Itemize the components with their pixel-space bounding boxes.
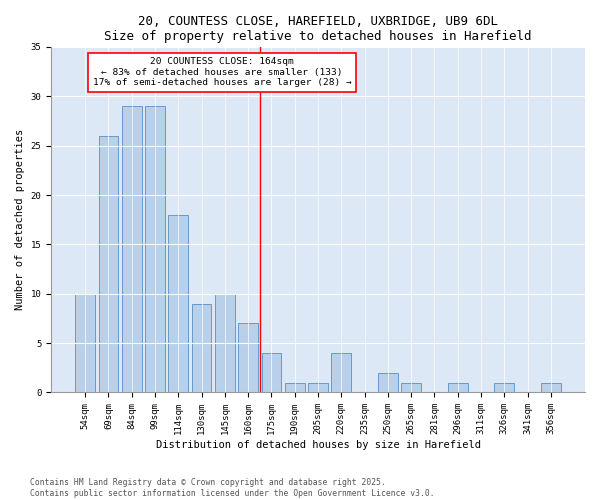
Bar xyxy=(75,294,95,392)
Bar xyxy=(262,353,281,393)
Bar xyxy=(378,372,398,392)
Bar xyxy=(541,382,561,392)
Bar xyxy=(308,382,328,392)
Y-axis label: Number of detached properties: Number of detached properties xyxy=(15,129,25,310)
Bar xyxy=(98,136,118,392)
Text: 20 COUNTESS CLOSE: 164sqm
← 83% of detached houses are smaller (133)
17% of semi: 20 COUNTESS CLOSE: 164sqm ← 83% of detac… xyxy=(92,58,351,87)
Bar xyxy=(192,304,211,392)
Bar xyxy=(215,294,235,392)
Bar xyxy=(448,382,467,392)
Bar xyxy=(331,353,351,393)
Bar xyxy=(238,324,258,392)
Bar xyxy=(122,106,142,393)
Bar xyxy=(145,106,165,393)
X-axis label: Distribution of detached houses by size in Harefield: Distribution of detached houses by size … xyxy=(155,440,481,450)
Text: Contains HM Land Registry data © Crown copyright and database right 2025.
Contai: Contains HM Land Registry data © Crown c… xyxy=(30,478,434,498)
Bar xyxy=(285,382,305,392)
Bar xyxy=(494,382,514,392)
Bar xyxy=(401,382,421,392)
Bar xyxy=(169,215,188,392)
Title: 20, COUNTESS CLOSE, HAREFIELD, UXBRIDGE, UB9 6DL
Size of property relative to de: 20, COUNTESS CLOSE, HAREFIELD, UXBRIDGE,… xyxy=(104,15,532,43)
